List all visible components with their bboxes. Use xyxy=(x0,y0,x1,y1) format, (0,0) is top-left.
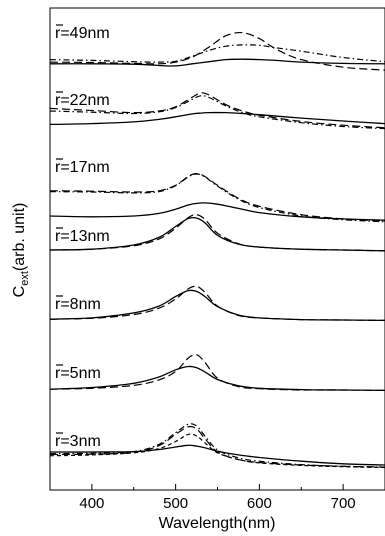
curve-solid xyxy=(49,202,385,221)
curve-long-dash xyxy=(49,31,385,71)
panel-label: r=22nm xyxy=(55,92,110,109)
curves-layer xyxy=(49,31,385,469)
x-ticks: 400 500 600 700 xyxy=(49,484,385,512)
panel-labels: r=49nm r=22nm r=17nm r=13nm r=8nm r=5nm r=3nm xyxy=(55,24,110,450)
panel-label: r=8nm xyxy=(55,296,101,313)
y-axis-title-sub: ext xyxy=(19,271,31,286)
y-axis-title: Cext(arb. unit) xyxy=(11,203,31,298)
panel-label: r=17nm xyxy=(55,159,110,176)
curve-dash-dot xyxy=(49,423,385,468)
panel-label: r=13nm xyxy=(55,228,110,245)
x-tick-label: 600 xyxy=(247,495,272,512)
x-tick-label: 500 xyxy=(163,495,188,512)
y-axis-title-main: C xyxy=(11,286,28,298)
curve-dash-dot xyxy=(49,95,385,130)
curve-long-dash xyxy=(49,214,385,252)
curve-solid xyxy=(49,58,385,67)
curve-dash-dot xyxy=(49,44,385,63)
curve-long-dash xyxy=(49,172,385,222)
panel-label: r=49nm xyxy=(55,25,110,42)
curve-dash-dot xyxy=(49,173,385,223)
curve-long-dash xyxy=(49,285,385,321)
curve-short-dash xyxy=(49,433,385,469)
curve-solid xyxy=(49,111,385,126)
panel-label: r=5nm xyxy=(55,365,101,382)
x-tick-label: 400 xyxy=(79,495,104,512)
x-axis-title: Wavelength(nm) xyxy=(159,515,276,532)
x-tick-label: 700 xyxy=(331,495,356,512)
curve-long-dash xyxy=(49,353,385,391)
curve-long-dash xyxy=(49,92,385,129)
y-axis-title-rest: (arb. unit) xyxy=(11,203,28,271)
panel-label: r=3nm xyxy=(55,433,101,450)
